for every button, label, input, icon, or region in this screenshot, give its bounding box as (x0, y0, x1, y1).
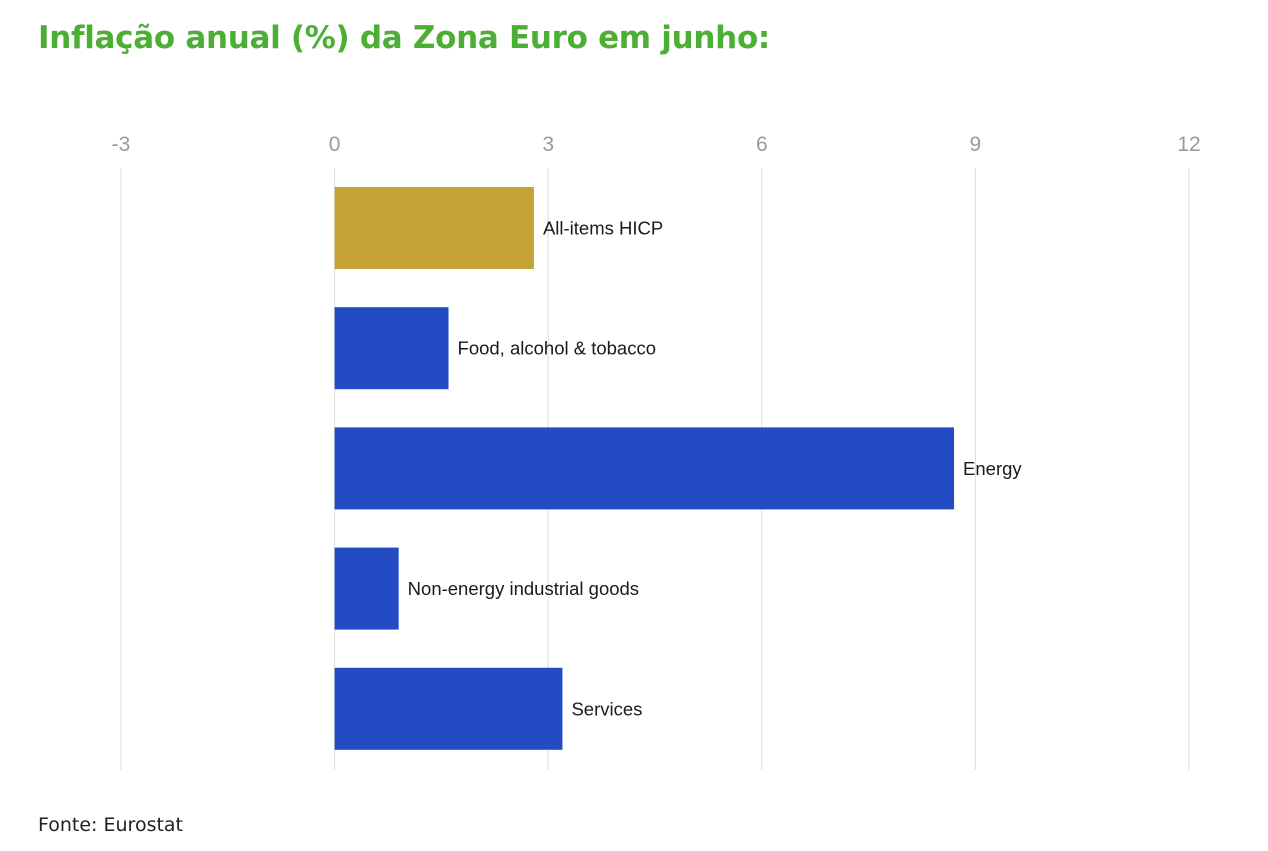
bar (334, 187, 534, 269)
bar-category-label: Non-energy industrial goods (408, 578, 639, 599)
bar-labels: All-items HICP Food, alcohol & tobacco Ene… (408, 218, 1023, 720)
bar (334, 307, 449, 390)
bars (334, 187, 955, 750)
x-tick-label: -3 (112, 133, 131, 156)
bar-category-label: Services (571, 698, 642, 719)
x-tick-label: 12 (1177, 133, 1200, 156)
bar-category-label: Food, alcohol & tobacco (458, 338, 657, 359)
bar (334, 667, 563, 750)
bar (334, 547, 399, 630)
bar (334, 427, 955, 510)
chart-title: Inflação anual (%) da Zona Euro em junho… (38, 20, 771, 56)
bar-category-label: All-items HICP (543, 218, 663, 239)
source-note: Fonte: Eurostat (38, 814, 184, 836)
x-tick-label: 0 (329, 133, 341, 156)
x-tick-label: 6 (756, 133, 768, 156)
x-tick-label: 9 (970, 133, 982, 156)
x-axis-ticks: -3 0 3 6 9 12 (112, 133, 1201, 156)
bar-category-label: Energy (963, 458, 1022, 479)
bar-chart: -3 0 3 6 9 12 All-items HICP Food, alcohol & t… (112, 133, 1201, 770)
x-tick-label: 3 (542, 133, 554, 156)
